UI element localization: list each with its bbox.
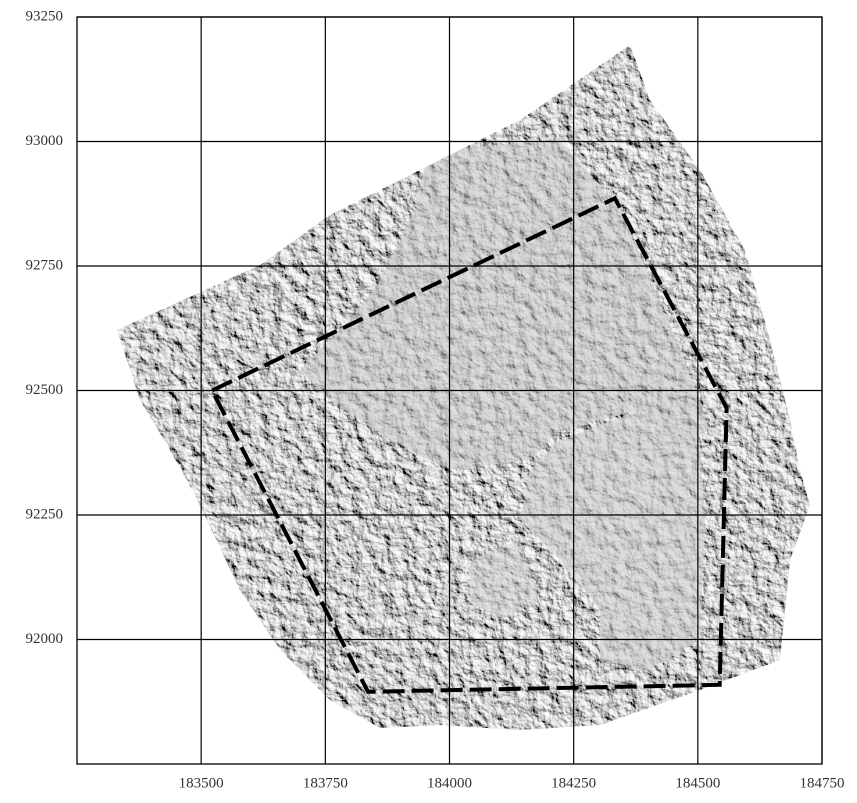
x-tick-label: 183750 (303, 775, 348, 791)
x-tick-label: 184000 (427, 775, 472, 791)
y-tick-label: 92250 (26, 506, 64, 522)
x-tick-label: 184750 (800, 775, 845, 791)
study-area-boundary (209, 195, 729, 694)
y-tick-label: 93000 (26, 133, 64, 149)
x-tick-label: 183500 (179, 775, 224, 791)
x-tick-label: 184500 (675, 775, 720, 791)
overlay: 183500 183750 184000 184250 184500 184750 9200… (26, 8, 845, 791)
y-tick-label: 92750 (26, 257, 64, 273)
y-tick-label: 92000 (26, 631, 64, 647)
y-tick-label: 93250 (26, 8, 64, 24)
x-tick-label: 184250 (551, 775, 596, 791)
y-tick-label: 92500 (26, 382, 64, 398)
